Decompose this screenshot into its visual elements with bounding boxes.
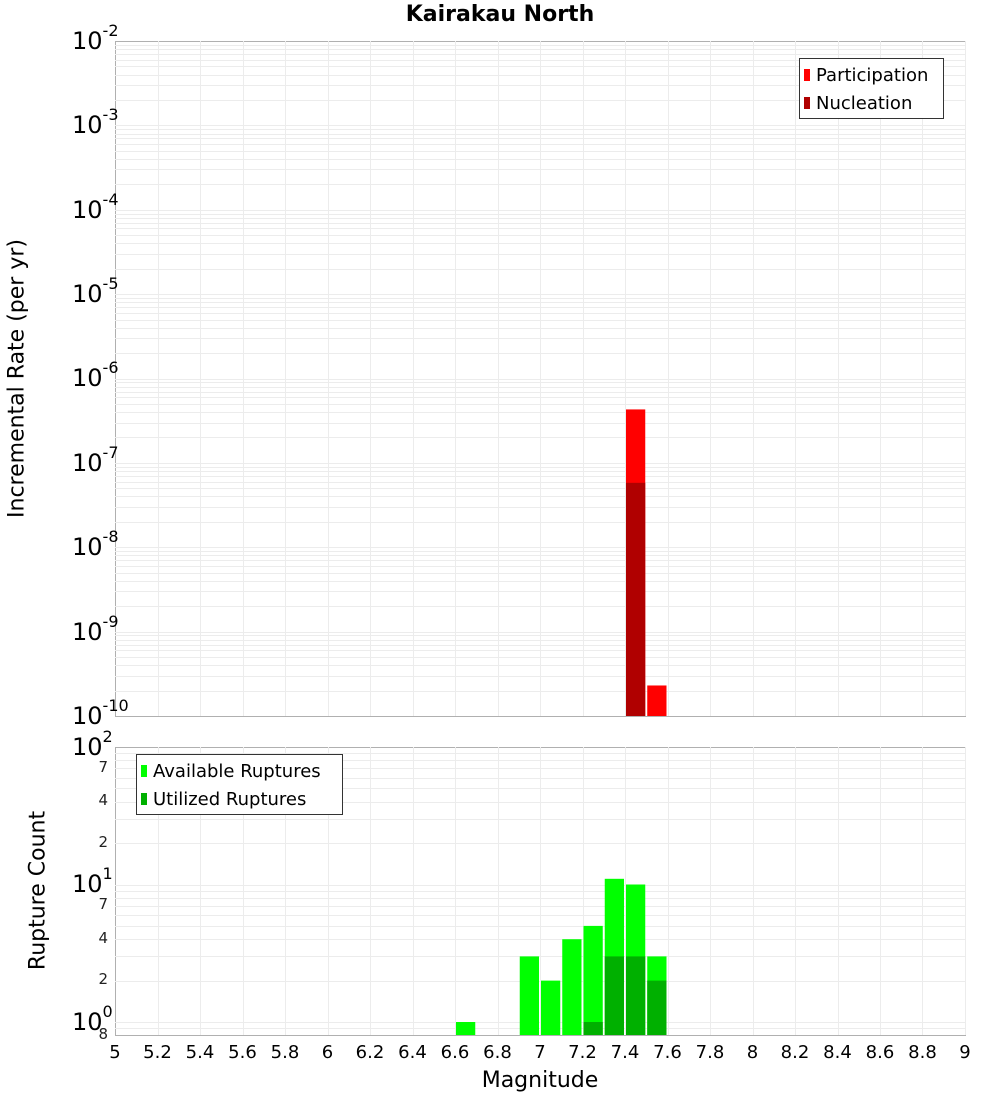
bar-nucleation	[626, 482, 646, 716]
x-tick-label: 7	[534, 1042, 546, 1063]
top-y-tick-label: 10-2	[72, 21, 119, 55]
legend-item-participation: Participation	[804, 61, 939, 89]
bottom-y-tick-label: 100	[72, 1002, 113, 1036]
bottom-y-minor-tick-label: 4	[98, 791, 108, 809]
top-y-tick-label: 10-10	[72, 696, 129, 730]
x-tick-label: 7.2	[568, 1042, 597, 1063]
legend-label: Available Ruptures	[153, 760, 321, 782]
bar-available-ruptures	[519, 956, 539, 1035]
bar-available-ruptures	[541, 980, 561, 1035]
x-tick-label: 5.2	[143, 1042, 172, 1063]
x-tick-label: 8.8	[908, 1042, 937, 1063]
bar-utilized-ruptures	[647, 980, 667, 1035]
x-tick-label: 5.8	[270, 1042, 300, 1063]
legend-label: Nucleation	[816, 92, 913, 114]
x-tick-label: 6.8	[483, 1042, 512, 1063]
bar-utilized-ruptures	[626, 956, 646, 1035]
x-tick-label: 8.2	[780, 1042, 810, 1063]
x-axis-label: Magnitude	[481, 1068, 599, 1093]
bottom-y-minor-tick-label: 2	[98, 833, 108, 851]
bar-available-ruptures	[583, 925, 603, 1035]
x-tick-label: 5.6	[228, 1042, 257, 1063]
bottom-y-axis-label: Rupture Count	[25, 810, 51, 971]
bottom-y-minor-tick-label: 4	[98, 929, 108, 947]
bottom-legend: Available Ruptures Utilized Ruptures	[136, 754, 343, 815]
top-y-axis-label: Incremental Rate (per yr)	[4, 239, 30, 518]
x-tick-label: 5.4	[185, 1042, 215, 1063]
x-tick-label: 7.4	[610, 1042, 640, 1063]
x-tick-label: 6.6	[440, 1042, 470, 1063]
top-y-tick-label: 10-8	[72, 527, 119, 561]
x-tick-label: 6.4	[398, 1042, 427, 1063]
participation-swatch	[804, 69, 810, 81]
bar-available-ruptures	[456, 1022, 476, 1035]
x-tick-label: 5	[109, 1042, 121, 1063]
available-swatch	[141, 765, 147, 777]
x-tick-label: 7.8	[695, 1042, 725, 1063]
bottom-y-minor-tick-label: 7	[98, 758, 108, 776]
x-tick-label: 8	[746, 1042, 759, 1063]
bar-utilized-ruptures	[604, 956, 624, 1035]
bottom-y-tick-label: 102	[72, 727, 113, 761]
x-tick-label: 6	[321, 1042, 334, 1063]
top-y-tick-label: 10-9	[72, 612, 119, 646]
bar-utilized-ruptures	[583, 1022, 603, 1035]
legend-item-utilized-ruptures: Utilized Ruptures	[141, 785, 338, 813]
x-tick-label: 9	[959, 1042, 971, 1063]
top-y-tick-label: 10-3	[72, 105, 119, 139]
legend-item-available-ruptures: Available Ruptures	[141, 757, 338, 785]
top-y-tick-label: 10-6	[72, 358, 119, 392]
top-y-tick-label: 10-4	[72, 190, 119, 224]
bottom-y-minor-tick-label: 2	[98, 970, 108, 988]
x-tick-label: 7.6	[653, 1042, 682, 1063]
top-y-tick-label: 10-7	[72, 443, 119, 477]
legend-item-nucleation: Nucleation	[804, 89, 939, 117]
legend-label: Participation	[816, 64, 929, 86]
top-y-tick-label: 10-5	[72, 274, 119, 308]
bar-participation	[647, 685, 667, 716]
legend-label: Utilized Ruptures	[153, 788, 307, 810]
x-tick-label: 8.4	[823, 1042, 852, 1063]
chart-title: Kairakau North	[405, 2, 595, 27]
bottom-y-tick-label: 101	[72, 864, 113, 898]
x-tick-label: 8.6	[865, 1042, 895, 1063]
top-legend: Participation Nucleation	[799, 58, 944, 119]
x-tick-label: 6.2	[355, 1042, 385, 1063]
bottom-y-minor-tick-label: 7	[98, 895, 108, 913]
bar-available-ruptures	[562, 939, 582, 1035]
nucleation-swatch	[804, 97, 810, 109]
bottom-y-minor-tick-label: 8	[98, 1025, 108, 1043]
utilized-swatch	[141, 793, 147, 805]
